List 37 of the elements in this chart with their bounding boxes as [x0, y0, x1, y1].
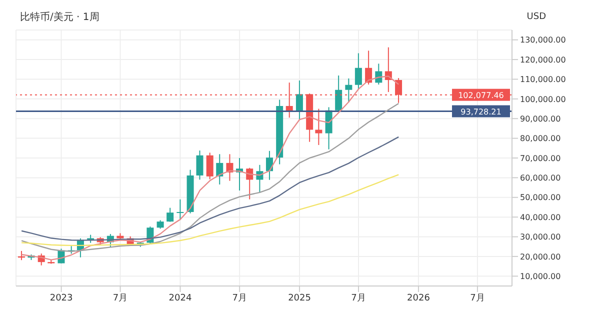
y-tick-label: 130,000.00 — [520, 36, 566, 45]
candlestick — [206, 152, 214, 180]
candlestick — [354, 52, 362, 90]
y-tick-label: 70,000.00 — [520, 154, 561, 163]
y-tick-label: 40,000.00 — [520, 212, 561, 222]
y-tick-label: 50,000.00 — [520, 193, 561, 202]
candlestick — [315, 108, 322, 146]
candlestick — [166, 207, 174, 222]
y-tick-label: 100,000.00 — [520, 94, 566, 104]
ref-line-label: 93,728.21 — [460, 107, 502, 116]
candlestick — [345, 78, 352, 103]
chart-title: 比特币/美元 · 1周 — [20, 10, 100, 24]
x-tick-label: 2023 — [50, 293, 73, 304]
x-tick-label: 7月 — [351, 293, 366, 304]
x-tick-label: 7月 — [470, 293, 485, 304]
candlestick — [196, 150, 204, 180]
x-tick-label: 2026 — [407, 293, 430, 304]
candlestick — [266, 150, 273, 180]
y-tick-label: 90,000.00 — [520, 114, 561, 124]
line-series — [20, 102, 400, 252]
ref-line-label: 102,077.46 — [458, 90, 504, 100]
y-tick-label: 20,000.00 — [520, 252, 561, 262]
y-axis-title: USD — [526, 12, 546, 22]
candlestick — [335, 74, 342, 112]
x-tick-label: 7月 — [112, 293, 128, 304]
y-tick-label: 80,000.00 — [520, 134, 561, 144]
y-tick-label: 10,000.00 — [520, 272, 561, 281]
x-tick-label: 2024 — [168, 293, 192, 304]
x-tick-label: 2025 — [288, 293, 311, 304]
candlestick — [176, 198, 184, 220]
candlestick — [296, 80, 303, 121]
y-tick-label: 30,000.00 — [520, 232, 561, 242]
x-tick-label: 7月 — [232, 293, 247, 304]
y-tick-label: 60,000.00 — [520, 174, 561, 183]
y-tick-label: 120,000.00 — [520, 55, 566, 64]
candlestick — [216, 154, 224, 185]
y-tick-label: 110,000.00 — [520, 75, 566, 84]
